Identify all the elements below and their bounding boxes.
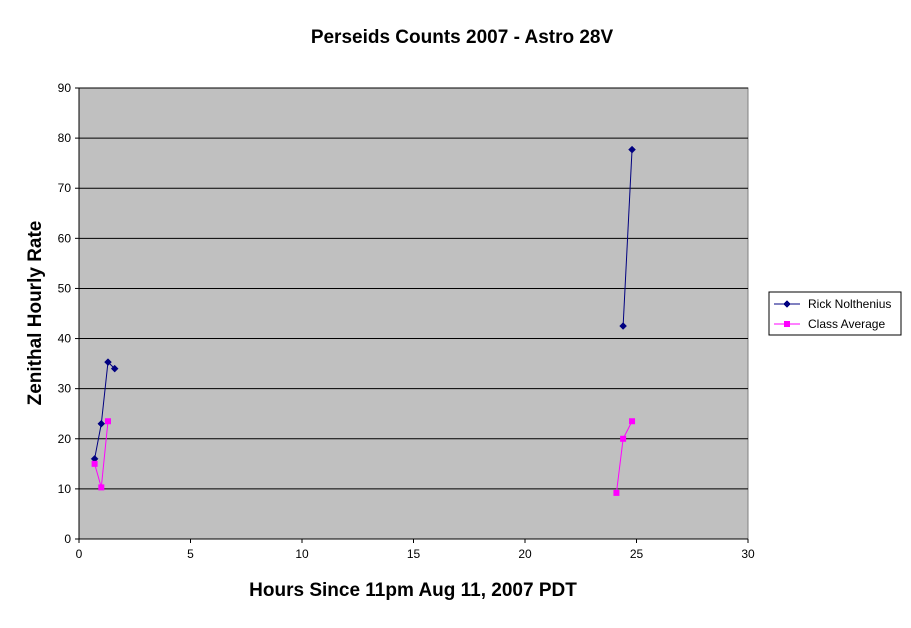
legend-marker [783, 300, 791, 308]
x-tick-label: 30 [741, 547, 755, 561]
legend-box [768, 291, 902, 336]
series-line [622, 149, 633, 327]
data-point [620, 435, 627, 442]
legend-label: Rick Nolthenius [808, 297, 891, 311]
plot-area [78, 87, 749, 540]
y-tick-label: 40 [58, 332, 72, 346]
data-point [104, 418, 111, 425]
y-tick-label: 80 [58, 131, 72, 145]
x-tick-label: 5 [187, 547, 194, 561]
series-line [94, 361, 116, 459]
data-point [97, 419, 106, 428]
x-tick-label: 0 [76, 547, 83, 561]
data-point [110, 364, 119, 373]
gridlines [79, 87, 748, 490]
series-class-average [91, 418, 636, 496]
x-tick-label: 10 [295, 547, 309, 561]
data-point [629, 418, 636, 425]
data-point [98, 484, 105, 491]
series-rick-nolthenius [90, 145, 636, 463]
y-tick-label: 50 [58, 281, 72, 295]
x-tick-label: 20 [518, 547, 532, 561]
y-tick-label: 30 [58, 382, 72, 396]
data-point [91, 460, 98, 467]
y-tick-label: 10 [58, 482, 72, 496]
x-tick-label: 25 [630, 547, 644, 561]
y-tick-label: 0 [64, 532, 71, 546]
y-tick-label: 70 [58, 181, 72, 195]
legend: Rick Nolthenius Class Average [768, 291, 902, 336]
legend-marker [784, 321, 790, 327]
data-point [613, 489, 620, 496]
data-point [104, 358, 112, 366]
chart-title: Perseids Counts 2007 - Astro 28V [311, 27, 614, 48]
legend-label: Class Average [808, 317, 885, 331]
x-tick-label: 15 [407, 547, 421, 561]
series-layer [90, 145, 636, 496]
axes: 0 10 20 30 40 50 60 70 80 90 0 5 10 15 20 25 30 [58, 81, 755, 561]
data-point [628, 145, 636, 154]
x-axis-label: Hours Since 11pm Aug 11, 2007 PDT [249, 580, 577, 601]
y-tick-label: 90 [58, 81, 72, 95]
y-tick-label: 60 [58, 231, 72, 245]
y-tick-label: 20 [58, 432, 72, 446]
data-point [619, 322, 627, 330]
y-axis-label: Zenithal Hourly Rate [25, 221, 46, 406]
